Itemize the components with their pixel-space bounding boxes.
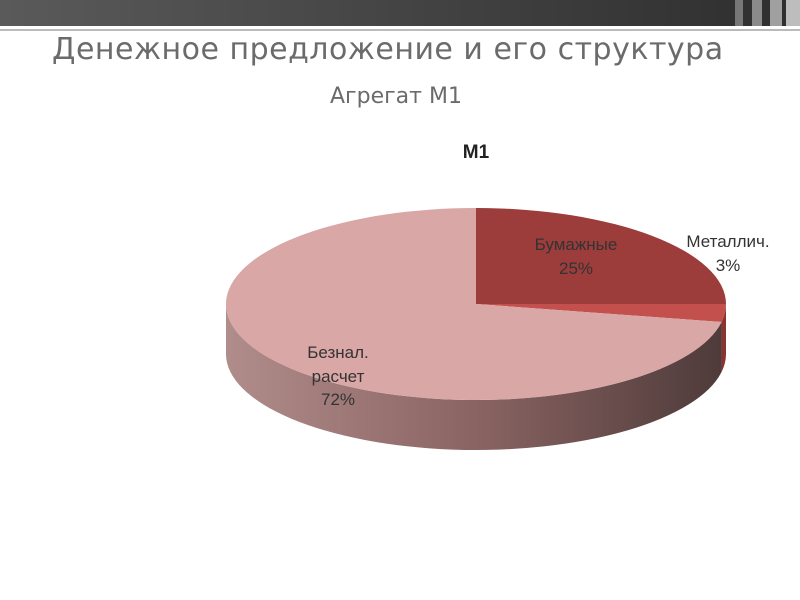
slice-value-label: 25% <box>558 259 594 278</box>
slice-value-label: 72% <box>320 390 356 409</box>
slice-category-label: Металлич. <box>686 232 770 251</box>
slice-category-label: Бумажные <box>534 235 618 254</box>
bar-stripe <box>770 0 782 26</box>
slice-side <box>225 304 722 451</box>
slice <box>476 208 726 304</box>
slide-subtitle: Агрегат М1 <box>330 84 462 109</box>
chart-title: М1 <box>463 142 490 163</box>
bar-stripe <box>752 0 762 26</box>
slice <box>476 304 726 322</box>
slice-side <box>721 304 726 372</box>
top-bar <box>0 0 800 26</box>
slice-value-label: 3% <box>715 256 741 275</box>
slice <box>226 207 722 400</box>
bar-stripe <box>786 0 800 26</box>
bar-stripe <box>735 0 743 26</box>
slide-title: Денежное предложение и его структура <box>52 32 724 67</box>
slice-category-label: Безнал. расчет <box>307 343 369 386</box>
